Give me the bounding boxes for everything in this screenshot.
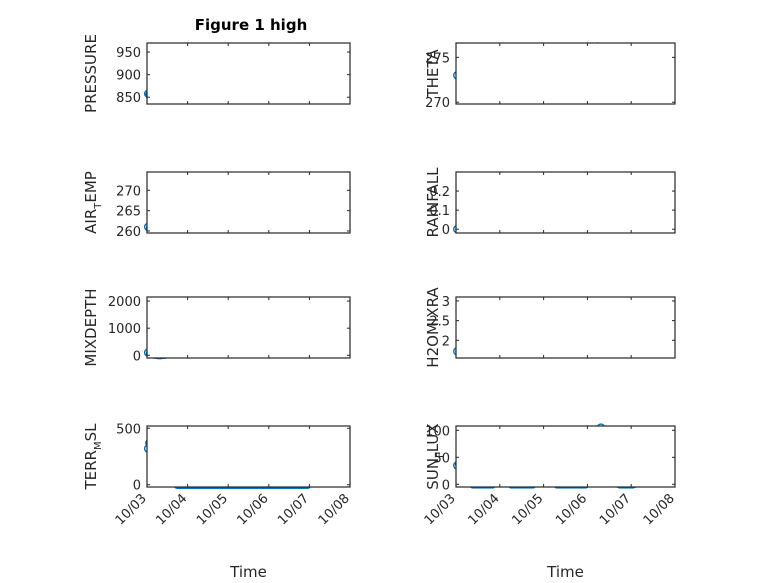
y-tick-label: 0	[442, 223, 450, 238]
y-tick-label: 3	[442, 295, 450, 310]
x-tick-label: 10/04	[466, 491, 503, 528]
subplot-terr_msl: 0 500 10/03 10/04 10/05 10/06 10/07 10/08 Time TE…	[82, 422, 353, 581]
subplot-sun_flux: 0 50 100 10/03 10/04 10/05 10/06 10/07 10/08 Time…	[422, 423, 678, 581]
x-tick-label: 10/07	[597, 491, 634, 528]
x-tick-label: 10/05	[194, 491, 231, 528]
y-tick-label: 0	[133, 479, 141, 494]
y-tick-label: 900	[116, 69, 141, 84]
axes-frame	[146, 296, 351, 359]
subplot-pressure: 850 900 950 PRESSURE	[82, 34, 351, 113]
y-tick-label: 275	[425, 51, 450, 66]
x-tick-label: 10/07	[275, 491, 312, 528]
y-tick-label: 850	[116, 91, 141, 106]
subplot-mixdepth: 0 1000 2000 MIXDEPTH	[82, 288, 351, 367]
axes-frame	[455, 42, 676, 105]
x-tick-label: 10/05	[509, 491, 546, 528]
y-axis-label: SUNFLUX	[424, 423, 446, 489]
x-tick-label: 10/03	[113, 491, 150, 528]
y-axis-label: PRESSURE	[82, 34, 100, 113]
x-tick-label: 10/06	[553, 491, 590, 528]
y-tick-label: 260	[116, 225, 141, 240]
y-tick-label: 500	[116, 422, 141, 437]
axes-frame	[455, 296, 676, 359]
figure-title: Figure 1 high	[195, 16, 308, 34]
y-tick-label: 2000	[108, 295, 141, 310]
axes-frame	[455, 171, 676, 234]
y-axis-label: AIRTEMP	[82, 171, 104, 234]
y-tick-label: 0.2	[429, 185, 450, 200]
x-tick-label: 10/06	[235, 491, 272, 528]
axes-frame	[146, 425, 351, 488]
y-axis-label: RAINFALL	[424, 167, 442, 238]
axes-frame	[146, 42, 351, 105]
y-axis-label: TERRMSL	[82, 423, 104, 491]
y-tick-label: 1000	[108, 322, 141, 337]
x-tick-label: 10/04	[153, 491, 190, 528]
y-tick-label: 270	[425, 96, 450, 111]
subplot-air_temp: 260 265 270 AIRTEMP	[82, 171, 351, 240]
y-tick-label: 2.5	[429, 315, 450, 330]
y-tick-label: 265	[116, 205, 141, 220]
x-tick-label: 10/08	[641, 491, 678, 528]
y-axis-label: H2OMIXRA	[424, 287, 442, 368]
y-tick-label: 270	[116, 184, 141, 199]
x-tick-label: 10/03	[422, 491, 459, 528]
y-tick-label: 100	[425, 424, 450, 439]
x-axis-label: Time	[546, 563, 584, 581]
y-tick-label: 950	[116, 46, 141, 61]
y-axis-label: THETA	[424, 49, 442, 99]
y-axis-label: MIXDEPTH	[82, 288, 100, 366]
y-tick-label: 0	[442, 478, 450, 493]
axes-frame	[146, 171, 351, 234]
y-tick-label: 0.1	[429, 204, 450, 219]
y-tick-label: 50	[433, 451, 450, 466]
x-axis-label: Time	[229, 563, 267, 581]
y-tick-label: 0	[133, 349, 141, 364]
x-tick-label: 10/08	[316, 491, 353, 528]
axes-frame	[455, 425, 676, 488]
y-tick-label: 2	[442, 334, 450, 349]
